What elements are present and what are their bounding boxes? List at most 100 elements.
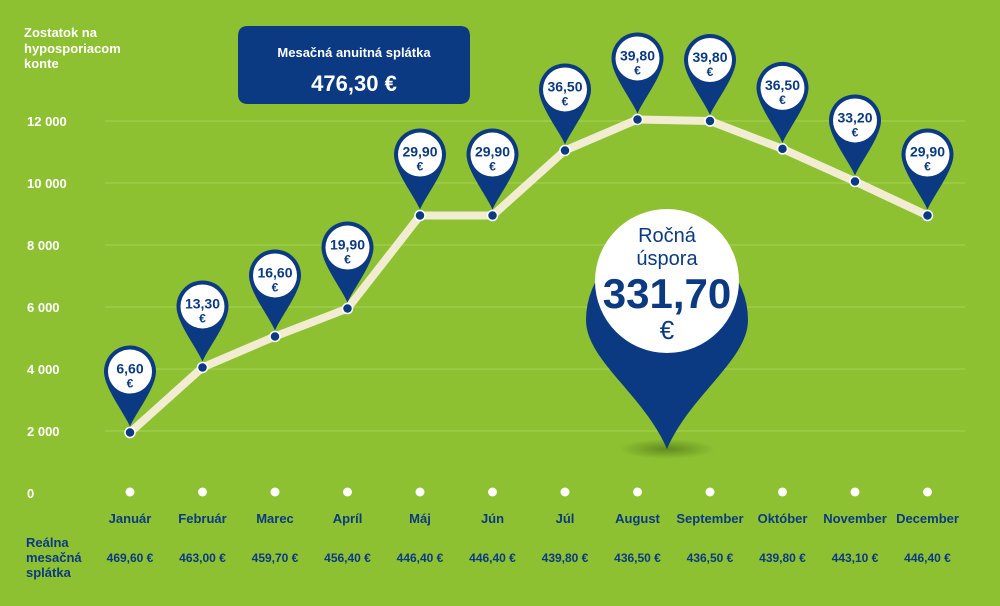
data-point — [486, 209, 499, 222]
pin-value-label: 39,80 — [620, 47, 655, 63]
payment-row-layer: 469,60 € 463,00 € 459,70 € 456,40 € 446,40 €… — [107, 551, 952, 565]
x-tick-label: December — [896, 511, 959, 526]
pin-currency-label: € — [199, 311, 206, 325]
x-tick-label: Apríl — [333, 511, 363, 526]
payment-value: 436,50 € — [687, 551, 734, 565]
payment-value: 446,40 € — [397, 551, 444, 565]
pin-face — [615, 36, 660, 81]
x-tick-label: August — [615, 511, 660, 526]
pin-face — [543, 67, 587, 112]
x-axis-dot — [125, 487, 135, 497]
x-tick-label: Február — [178, 511, 226, 526]
x-axis-dot — [778, 487, 787, 497]
data-point — [414, 209, 426, 222]
pin-face — [760, 65, 805, 110]
pin-value-label: 16,60 — [257, 264, 292, 280]
payment-value: 446,40 € — [469, 551, 516, 565]
x-axis-dot — [560, 487, 570, 497]
pin-value-label: 33,20 — [837, 109, 872, 125]
x-axis-dot — [270, 487, 280, 497]
x-tick-label: Jún — [481, 511, 504, 526]
x-tick-label: Júl — [556, 511, 575, 526]
pin-face — [905, 132, 950, 177]
pin-face — [108, 349, 152, 394]
y-axis-ticks: 0 2 000 4 000 6 000 8 000 10 000 12 000 — [27, 114, 67, 501]
savings-pin-face — [595, 209, 739, 353]
y-tick-label: 10 000 — [27, 176, 67, 191]
x-axis-dot — [705, 487, 715, 497]
payment-value: 439,80 € — [542, 551, 589, 565]
pin-currency-label: € — [852, 125, 859, 139]
x-axis-dot — [415, 487, 425, 497]
x-tick-label: Máj — [409, 511, 431, 526]
data-point — [269, 330, 281, 343]
monthly-payment-box: Mesačná anuitná splátka 476,30 € — [238, 26, 470, 104]
savings-label-line2: úspora — [636, 248, 698, 270]
y-tick-label: 4 000 — [27, 362, 60, 377]
annual-savings-pin: Ročná úspora 331,70 € — [586, 209, 749, 459]
y-tick-label: 0 — [27, 486, 34, 501]
data-point — [776, 143, 789, 155]
pin-face — [398, 132, 442, 177]
data-point — [124, 426, 136, 439]
value-pin: 19,90€ — [321, 221, 374, 303]
value-pin: 16,60€ — [249, 249, 301, 331]
x-tick-label: Marec — [256, 511, 294, 526]
payment-value: 443,10 € — [832, 551, 879, 565]
value-pin: 29,90€ — [901, 128, 954, 210]
pin-value-label: 36,50 — [765, 77, 800, 93]
value-pin: 13,30€ — [176, 280, 229, 362]
value-pin: 39,80€ — [684, 34, 736, 115]
pin-face — [688, 38, 732, 82]
pin-value-label: 36,50 — [547, 78, 582, 94]
pin-value-label: 29,90 — [475, 144, 510, 160]
value-pin: 6,60€ — [104, 345, 156, 427]
pin-face — [325, 225, 370, 270]
y-tick-label: 6 000 — [27, 300, 60, 315]
data-point — [631, 113, 644, 126]
pin-face — [180, 284, 225, 329]
pin-value-label: 29,90 — [402, 144, 437, 160]
pin-currency-label: € — [707, 65, 714, 79]
monthly-payment-value: 476,30 € — [311, 71, 397, 96]
pin-currency-label: € — [127, 377, 134, 391]
x-axis-dot — [633, 487, 642, 497]
pin-face — [253, 253, 297, 298]
payment-value: 439,80 € — [759, 551, 806, 565]
savings-value: 331,70 — [603, 270, 731, 317]
pin-currency-label: € — [634, 63, 641, 77]
payment-value: 456,40 € — [324, 551, 371, 565]
data-point — [921, 209, 934, 222]
data-point — [849, 175, 861, 188]
y-tick-label: 12 000 — [27, 114, 67, 129]
x-tick-label: September — [676, 511, 743, 526]
value-pin: 36,50€ — [756, 61, 809, 143]
value-pin: 29,90€ — [466, 128, 519, 210]
x-axis-dot — [850, 487, 860, 497]
y-tick-label: 2 000 — [27, 424, 60, 439]
y-axis-title: Zostatok na hyposporiacom konte — [24, 25, 124, 71]
balance-line — [126, 115, 932, 437]
monthly-payment-title: Mesačná anuitná splátka — [277, 45, 431, 60]
pin-value-label: 13,30 — [185, 295, 220, 311]
x-axis-dot — [198, 487, 207, 497]
pin-currency-label: € — [417, 160, 424, 174]
payment-value: 459,70 € — [252, 551, 299, 565]
savings-label-line1: Ročná — [638, 225, 697, 247]
x-axis-dot — [488, 487, 497, 497]
pin-value-label: 39,80 — [692, 49, 727, 65]
pin-face — [833, 98, 877, 143]
payment-value: 469,60 € — [107, 551, 154, 565]
x-tick-label: Október — [758, 511, 808, 526]
x-tick-label: November — [823, 511, 887, 526]
data-point — [196, 361, 209, 374]
pin-value-label: 19,90 — [330, 237, 365, 253]
pin-value-label: 29,90 — [910, 144, 945, 160]
y-tick-label: 8 000 — [27, 238, 60, 253]
value-pin: 33,20€ — [829, 94, 881, 176]
pin-currency-label: € — [924, 160, 931, 174]
data-point — [559, 144, 571, 157]
value-pin: 36,50€ — [539, 63, 591, 145]
